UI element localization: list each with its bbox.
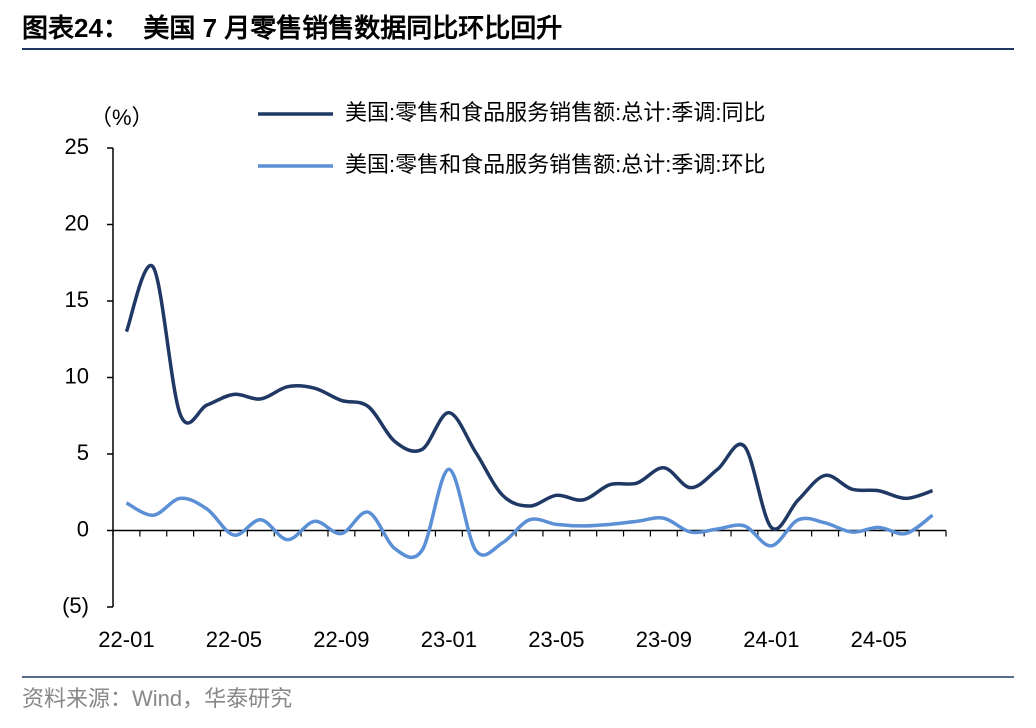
series-line bbox=[125, 467, 934, 560]
x-tick-label: 22-01 bbox=[98, 627, 154, 652]
x-tick-label: 24-01 bbox=[743, 627, 799, 652]
source: 资料来源：Wind，华泰研究 bbox=[22, 686, 292, 711]
y-tick-label: 25 bbox=[65, 134, 89, 159]
x-tick-label: 23-01 bbox=[421, 627, 477, 652]
y-axis-unit: （%） bbox=[90, 105, 154, 130]
x-tick-label: 22-05 bbox=[206, 627, 262, 652]
x-tick-label: 23-05 bbox=[528, 627, 584, 652]
chart-title: 图表24： 美国 7 月零售销售数据同比环比回升 bbox=[22, 13, 562, 43]
y-tick-label: (5) bbox=[62, 593, 89, 618]
y-tick-label: 0 bbox=[77, 516, 89, 541]
legend-label: 美国:零售和食品服务销售额:总计:季调:环比 bbox=[345, 152, 765, 177]
x-tick-label: 23-09 bbox=[636, 627, 692, 652]
y-tick-label: 5 bbox=[77, 440, 89, 465]
y-tick-label: 20 bbox=[65, 210, 89, 235]
x-tick-label: 22-09 bbox=[313, 627, 369, 652]
legend-label: 美国:零售和食品服务销售额:总计:季调:同比 bbox=[345, 100, 765, 125]
series-line bbox=[124, 263, 934, 531]
y-tick-label: 15 bbox=[65, 287, 89, 312]
y-tick-label: 10 bbox=[65, 363, 89, 388]
x-tick-label: 24-05 bbox=[851, 627, 907, 652]
